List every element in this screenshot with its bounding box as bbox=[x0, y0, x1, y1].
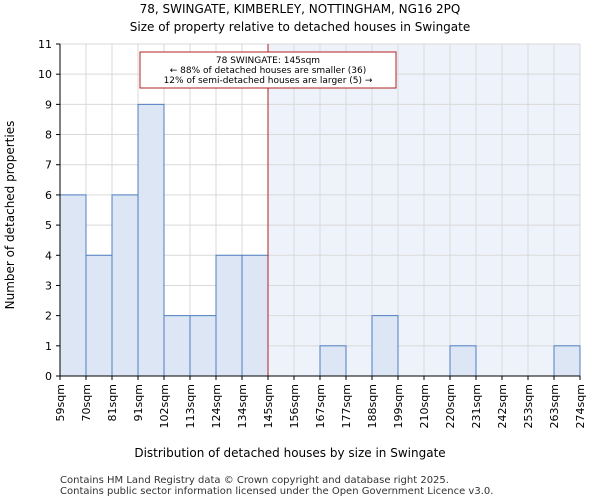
bar-124sqm bbox=[215, 254, 243, 377]
y-tick-label: 1 bbox=[45, 340, 52, 353]
x-tick-label: 59sqm bbox=[54, 384, 67, 421]
y-tick-label: 11 bbox=[38, 38, 52, 51]
chart-subtitle: Size of property relative to detached ho… bbox=[130, 20, 470, 34]
x-tick-label: 274sqm bbox=[574, 384, 587, 428]
bar-113sqm bbox=[189, 315, 217, 377]
x-ticks: 59sqm 70sqm 81sqm 91sqm 102sqm 113sqm 124sqm 13… bbox=[54, 376, 587, 428]
y-tick-label: 2 bbox=[45, 310, 52, 323]
bar-263sqm bbox=[553, 345, 581, 377]
bars bbox=[59, 103, 581, 377]
x-tick-label: 70sqm bbox=[80, 384, 93, 421]
bar-102sqm bbox=[163, 315, 191, 377]
bar-134sqm bbox=[241, 254, 269, 377]
y-ticks: 0 1 2 3 4 5 6 7 8 9 10 11 bbox=[38, 38, 60, 383]
x-tick-label: 263sqm bbox=[548, 384, 561, 428]
y-tick-label: 4 bbox=[45, 249, 52, 262]
bar-91sqm bbox=[137, 103, 165, 377]
y-tick-label: 9 bbox=[45, 98, 52, 111]
x-tick-label: 81sqm bbox=[106, 384, 119, 421]
y-tick-label: 7 bbox=[45, 159, 52, 172]
bar-70sqm bbox=[85, 254, 113, 377]
x-tick-label: 134sqm bbox=[236, 384, 249, 428]
x-tick-label: 156sqm bbox=[288, 384, 301, 428]
x-tick-label: 231sqm bbox=[470, 384, 483, 428]
annotation-line-2: ← 88% of detached houses are smaller (36… bbox=[170, 66, 367, 76]
annotation-line-3: 12% of semi-detached houses are larger (… bbox=[164, 76, 373, 86]
annotation-frame bbox=[139, 51, 397, 89]
x-tick-label: 242sqm bbox=[496, 384, 509, 428]
x-tick-label: 188sqm bbox=[366, 384, 379, 428]
y-tick-label: 5 bbox=[45, 219, 52, 232]
y-tick-label: 8 bbox=[45, 129, 52, 142]
x-tick-label: 145sqm bbox=[262, 384, 275, 428]
bar-167sqm bbox=[319, 345, 347, 377]
chart-title: 78, SWINGATE, KIMBERLEY, NOTTINGHAM, NG1… bbox=[140, 2, 461, 16]
x-tick-label: 113sqm bbox=[184, 384, 197, 428]
x-tick-label: 177sqm bbox=[340, 384, 353, 428]
x-axis-label: Distribution of detached houses by size … bbox=[134, 446, 445, 460]
bar-81sqm bbox=[111, 194, 139, 377]
y-tick-label: 0 bbox=[45, 370, 52, 383]
bar-188sqm bbox=[371, 315, 399, 377]
x-tick-label: 199sqm bbox=[392, 384, 405, 428]
annotation-box: 78 SWINGATE: 145sqm ← 88% of detached ho… bbox=[139, 51, 397, 89]
x-tick-label: 253sqm bbox=[522, 384, 535, 428]
bar-59sqm bbox=[59, 194, 87, 377]
footer-line-2: Contains public sector information licen… bbox=[60, 486, 493, 497]
y-tick-label: 3 bbox=[45, 279, 52, 292]
x-tick-label: 210sqm bbox=[418, 384, 431, 428]
x-tick-label: 91sqm bbox=[132, 384, 145, 421]
y-tick-label: 6 bbox=[45, 189, 52, 202]
x-tick-label: 220sqm bbox=[444, 384, 457, 428]
bar-220sqm bbox=[449, 345, 477, 377]
y-tick-label: 10 bbox=[38, 68, 52, 81]
x-tick-label: 102sqm bbox=[158, 384, 171, 428]
y-axis-label: Number of detached properties bbox=[3, 121, 17, 310]
footer-line-1: Contains HM Land Registry data © Crown c… bbox=[60, 475, 449, 486]
x-tick-label: 167sqm bbox=[314, 384, 327, 428]
x-tick-label: 124sqm bbox=[210, 384, 223, 428]
annotation-line-1: 78 SWINGATE: 145sqm bbox=[216, 56, 320, 66]
